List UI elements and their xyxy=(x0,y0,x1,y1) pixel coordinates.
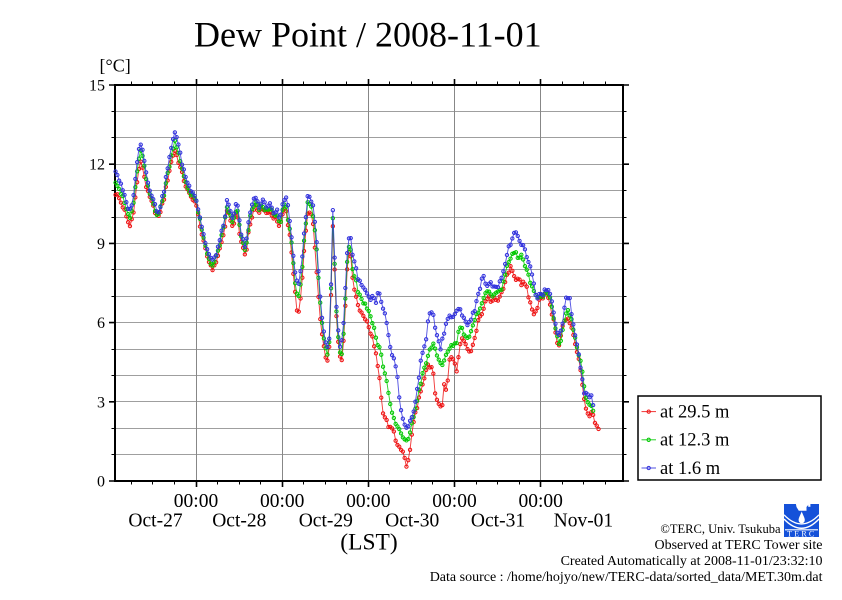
svg-text:Oct-28: Oct-28 xyxy=(212,510,266,531)
svg-text:Oct-31: Oct-31 xyxy=(471,510,525,531)
svg-text:00:00: 00:00 xyxy=(260,491,304,512)
svg-text:Created Automatically at 2008-: Created Automatically at 2008-11-01/23:3… xyxy=(561,554,823,569)
svg-text:Nov-01: Nov-01 xyxy=(554,510,614,531)
svg-text:at 1.6 m: at 1.6 m xyxy=(660,459,721,479)
svg-text:Oct-27: Oct-27 xyxy=(128,510,182,531)
svg-text:Dew Point / 2008-11-01: Dew Point / 2008-11-01 xyxy=(194,14,542,54)
svg-text:00:00: 00:00 xyxy=(346,491,390,512)
svg-text:15: 15 xyxy=(89,78,105,95)
svg-text:00:00: 00:00 xyxy=(518,491,562,512)
svg-text:(LST): (LST) xyxy=(340,530,397,556)
svg-text:00:00: 00:00 xyxy=(432,491,476,512)
svg-text:Data source : /home/hojyo/new/: Data source : /home/hojyo/new/TERC-data/… xyxy=(430,570,823,585)
svg-text:0: 0 xyxy=(97,474,105,491)
svg-text:at 29.5 m: at 29.5 m xyxy=(660,402,730,422)
svg-text:Observed at TERC Tower site: Observed at TERC Tower site xyxy=(654,538,822,553)
svg-text:[°C]: [°C] xyxy=(100,56,131,76)
svg-text:9: 9 xyxy=(97,236,105,253)
svg-text:12: 12 xyxy=(89,157,105,174)
svg-text:Oct-29: Oct-29 xyxy=(299,510,353,531)
svg-text:TERC: TERC xyxy=(787,530,816,539)
svg-text:3: 3 xyxy=(97,394,105,411)
svg-text:00:00: 00:00 xyxy=(174,491,218,512)
svg-text:©TERC, Univ. Tsukuba: ©TERC, Univ. Tsukuba xyxy=(660,522,781,536)
svg-text:6: 6 xyxy=(97,315,105,332)
svg-text:Oct-30: Oct-30 xyxy=(385,510,439,531)
svg-text:at 12.3 m: at 12.3 m xyxy=(660,431,730,451)
